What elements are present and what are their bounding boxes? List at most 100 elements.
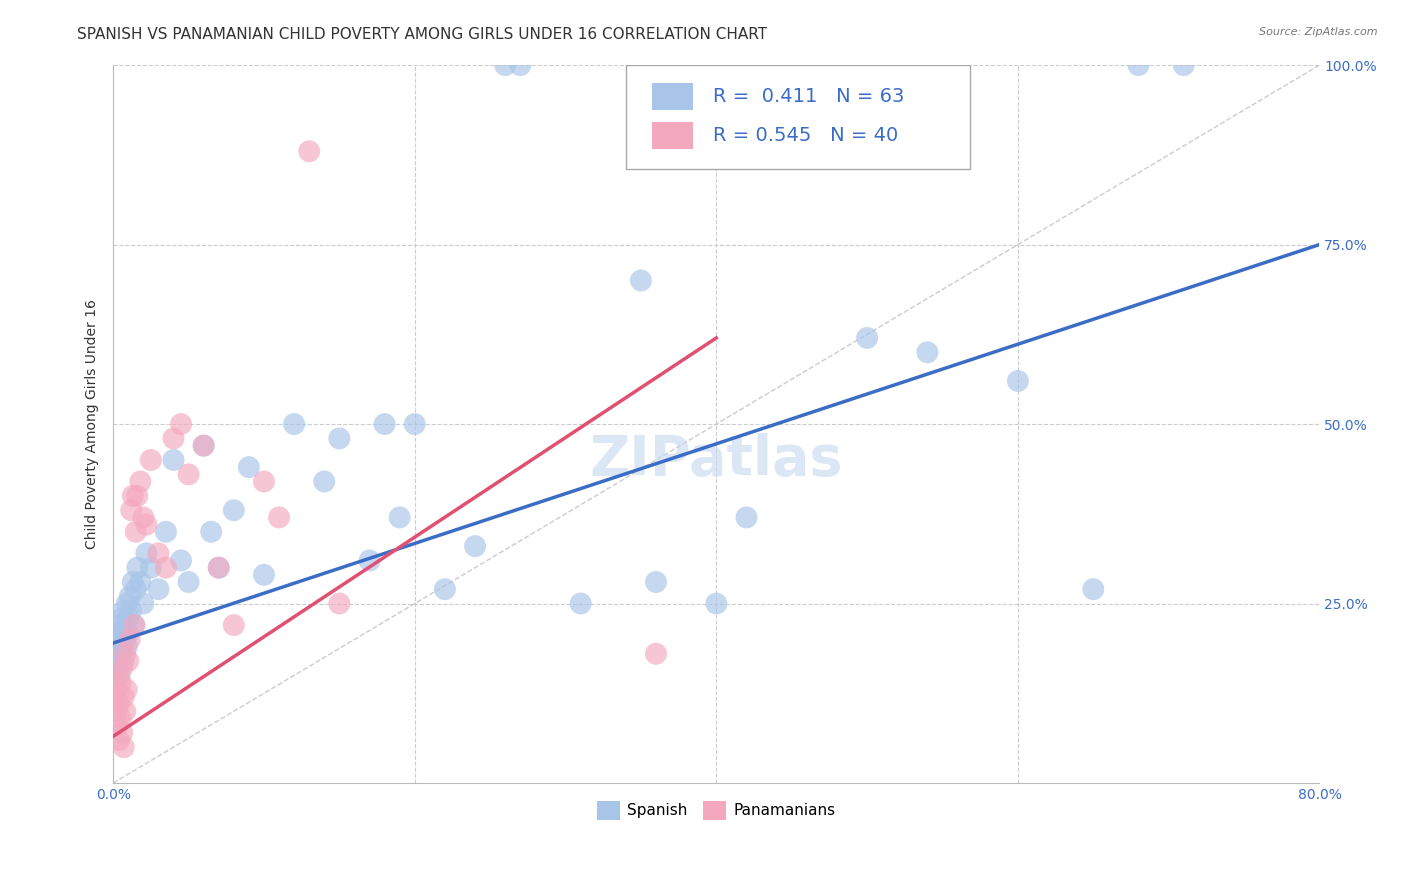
- Point: [494, 58, 516, 72]
- Point: [105, 654, 128, 668]
- Point: [107, 647, 129, 661]
- Point: [139, 453, 162, 467]
- Point: [121, 574, 143, 589]
- Point: [132, 597, 155, 611]
- Point: [104, 690, 127, 704]
- Point: [283, 417, 305, 431]
- Point: [125, 582, 148, 597]
- Point: [112, 654, 135, 668]
- Point: [569, 597, 592, 611]
- Point: [107, 661, 129, 675]
- Point: [630, 273, 652, 287]
- Point: [117, 625, 139, 640]
- Point: [464, 539, 486, 553]
- Point: [112, 690, 135, 704]
- Point: [135, 517, 157, 532]
- Text: ZIPatlas: ZIPatlas: [589, 433, 844, 487]
- Point: [208, 560, 231, 574]
- Point: [105, 704, 128, 718]
- Point: [108, 733, 131, 747]
- Point: [121, 489, 143, 503]
- Point: [108, 668, 131, 682]
- Point: [177, 467, 200, 482]
- Point: [115, 640, 138, 654]
- Point: [200, 524, 222, 539]
- Point: [115, 682, 138, 697]
- Point: [433, 582, 456, 597]
- Point: [170, 553, 193, 567]
- Point: [111, 726, 134, 740]
- Point: [107, 718, 129, 732]
- Point: [110, 625, 132, 640]
- Point: [125, 524, 148, 539]
- Point: [162, 432, 184, 446]
- Point: [114, 632, 136, 647]
- Point: [110, 675, 132, 690]
- Text: SPANISH VS PANAMANIAN CHILD POVERTY AMONG GIRLS UNDER 16 CORRELATION CHART: SPANISH VS PANAMANIAN CHILD POVERTY AMON…: [77, 27, 768, 42]
- Point: [193, 439, 215, 453]
- Point: [238, 460, 260, 475]
- Point: [1128, 58, 1150, 72]
- FancyBboxPatch shape: [652, 122, 693, 149]
- Point: [917, 345, 939, 359]
- Point: [645, 647, 668, 661]
- Point: [120, 503, 142, 517]
- Text: R =  0.411   N = 63: R = 0.411 N = 63: [713, 87, 904, 106]
- Point: [111, 611, 134, 625]
- Point: [328, 597, 350, 611]
- Point: [298, 145, 321, 159]
- Point: [253, 567, 276, 582]
- Point: [222, 618, 245, 632]
- Point: [139, 560, 162, 574]
- Point: [162, 453, 184, 467]
- Point: [129, 475, 152, 489]
- Point: [374, 417, 396, 431]
- Point: [359, 553, 381, 567]
- FancyBboxPatch shape: [652, 83, 693, 111]
- Point: [193, 439, 215, 453]
- Point: [117, 654, 139, 668]
- Point: [177, 574, 200, 589]
- Point: [388, 510, 411, 524]
- Point: [104, 632, 127, 647]
- Point: [735, 510, 758, 524]
- Point: [253, 475, 276, 489]
- Point: [114, 618, 136, 632]
- Point: [148, 582, 170, 597]
- Point: [118, 590, 141, 604]
- Point: [208, 560, 231, 574]
- Point: [112, 740, 135, 755]
- Point: [132, 510, 155, 524]
- Point: [170, 417, 193, 431]
- Point: [1007, 374, 1029, 388]
- Point: [111, 661, 134, 675]
- Point: [108, 697, 131, 711]
- Point: [314, 475, 336, 489]
- Point: [115, 597, 138, 611]
- Text: Source: ZipAtlas.com: Source: ZipAtlas.com: [1260, 27, 1378, 37]
- Point: [105, 668, 128, 682]
- Point: [148, 546, 170, 560]
- FancyBboxPatch shape: [626, 65, 970, 169]
- Point: [856, 331, 879, 345]
- Point: [117, 611, 139, 625]
- Point: [114, 704, 136, 718]
- Point: [129, 574, 152, 589]
- Point: [112, 604, 135, 618]
- Point: [328, 432, 350, 446]
- Y-axis label: Child Poverty Among Girls Under 16: Child Poverty Among Girls Under 16: [86, 299, 100, 549]
- Point: [110, 711, 132, 725]
- Point: [222, 503, 245, 517]
- Point: [127, 560, 149, 574]
- Point: [107, 682, 129, 697]
- Point: [509, 58, 531, 72]
- Point: [120, 604, 142, 618]
- Point: [124, 618, 146, 632]
- Point: [124, 618, 146, 632]
- Point: [155, 560, 177, 574]
- Point: [118, 632, 141, 647]
- Point: [127, 489, 149, 503]
- Point: [111, 640, 134, 654]
- Point: [1173, 58, 1195, 72]
- Point: [108, 618, 131, 632]
